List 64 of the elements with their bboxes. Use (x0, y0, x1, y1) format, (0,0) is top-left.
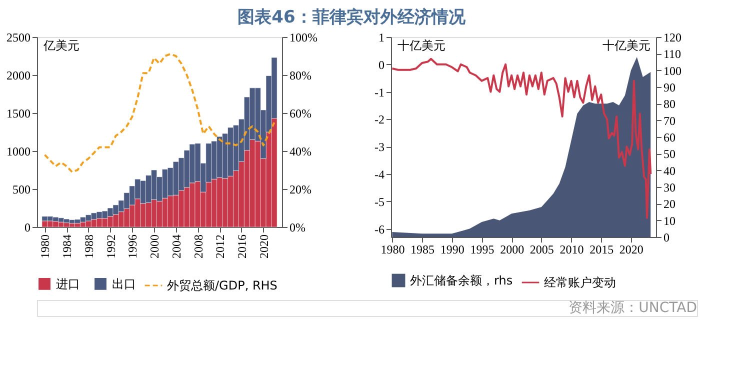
y2-tick-label: 100 (664, 64, 682, 78)
y2-tick-label: 30 (664, 180, 676, 194)
x-tick-label: 1988 (82, 234, 96, 258)
y-tick-label: 2000 (6, 68, 30, 82)
y2-tick-label: 0 (664, 230, 670, 244)
legend-label: 经常账户变动 (544, 276, 616, 290)
y2-tick-label: 60% (290, 106, 312, 120)
x-tick-label: 1985 (410, 242, 435, 256)
legend-label: 外贸总额/GDP, RHS (167, 278, 278, 292)
y2-tick-label: 80 (664, 97, 676, 112)
legend-label: 出口 (112, 276, 136, 291)
x-tick-label: 1995 (470, 242, 494, 256)
x-tick-label: 1980 (38, 234, 52, 258)
x-tick-label: 1996 (126, 234, 140, 258)
y-tick-label: 500 (12, 182, 30, 196)
x-tick-label: 2010 (560, 242, 584, 256)
x-tick-label: 2020 (256, 234, 271, 258)
y2-tick-label: 10 (664, 214, 676, 228)
x-tick-label: 1980 (380, 242, 405, 256)
y-tick-label: -4 (374, 167, 384, 182)
y2-tick-label: 40 (664, 164, 676, 178)
y-tick-label: 0 (24, 220, 30, 234)
y2-tick-label: 20% (290, 182, 312, 196)
y-tick-label: 1000 (6, 144, 30, 158)
x-tick-label: 2000 (500, 242, 524, 256)
x-tick-label: 2012 (213, 234, 228, 258)
legend-label: 进口 (56, 276, 80, 291)
y2-tick-label: 20 (664, 197, 676, 212)
y-tick-label: 0 (378, 58, 384, 72)
y-tick-label: 1500 (6, 106, 30, 120)
y2-tick-label: 100% (290, 30, 318, 44)
y-tick-label: -6 (374, 222, 384, 236)
x-tick-label: 2008 (191, 234, 206, 258)
y2-tick-label: 50 (664, 147, 676, 162)
text: 图表46：菲律宾对外经济情况 (238, 8, 466, 28)
y-axis-title: 亿美元 (42, 38, 80, 52)
y-tick-label: 2500 (6, 30, 30, 44)
y2-tick-label: 40% (290, 144, 312, 158)
y2-tick-label: 120 (664, 30, 682, 44)
legend-label: 外汇储备余额，rhs (410, 274, 513, 288)
y2-tick-label: 0% (290, 220, 306, 234)
y-tick-label: -1 (374, 85, 384, 100)
y2-tick-label: 110 (664, 47, 682, 62)
x-tick-label: 1990 (440, 242, 464, 256)
y2-tick-label: 70 (664, 114, 676, 128)
line-series (44, 53, 276, 173)
x-tick-label: 2000 (148, 234, 162, 258)
y2-tick-label: 80% (290, 68, 312, 82)
y-tick-label: -2 (374, 112, 384, 127)
x-tick-label: 2015 (590, 242, 614, 256)
y2-tick-label: 90 (664, 80, 676, 94)
x-tick-label: 2016 (234, 234, 249, 258)
text: 资料来源：UNCTAD (568, 300, 697, 316)
y-tick-label: 1 (378, 30, 384, 44)
y2-axis-title: 十亿美元 (602, 38, 650, 52)
y-axis-title: 十亿美元 (398, 38, 446, 52)
y-tick-label: -5 (374, 194, 384, 209)
x-tick-label: 2004 (169, 234, 184, 258)
x-tick-label: 1992 (104, 234, 118, 258)
x-tick-label: 2005 (530, 242, 554, 256)
y-tick-label: -3 (374, 140, 384, 154)
x-tick-label: 1984 (60, 234, 74, 258)
x-tick-label: 2020 (619, 242, 644, 256)
y2-tick-label: 60 (664, 130, 676, 144)
